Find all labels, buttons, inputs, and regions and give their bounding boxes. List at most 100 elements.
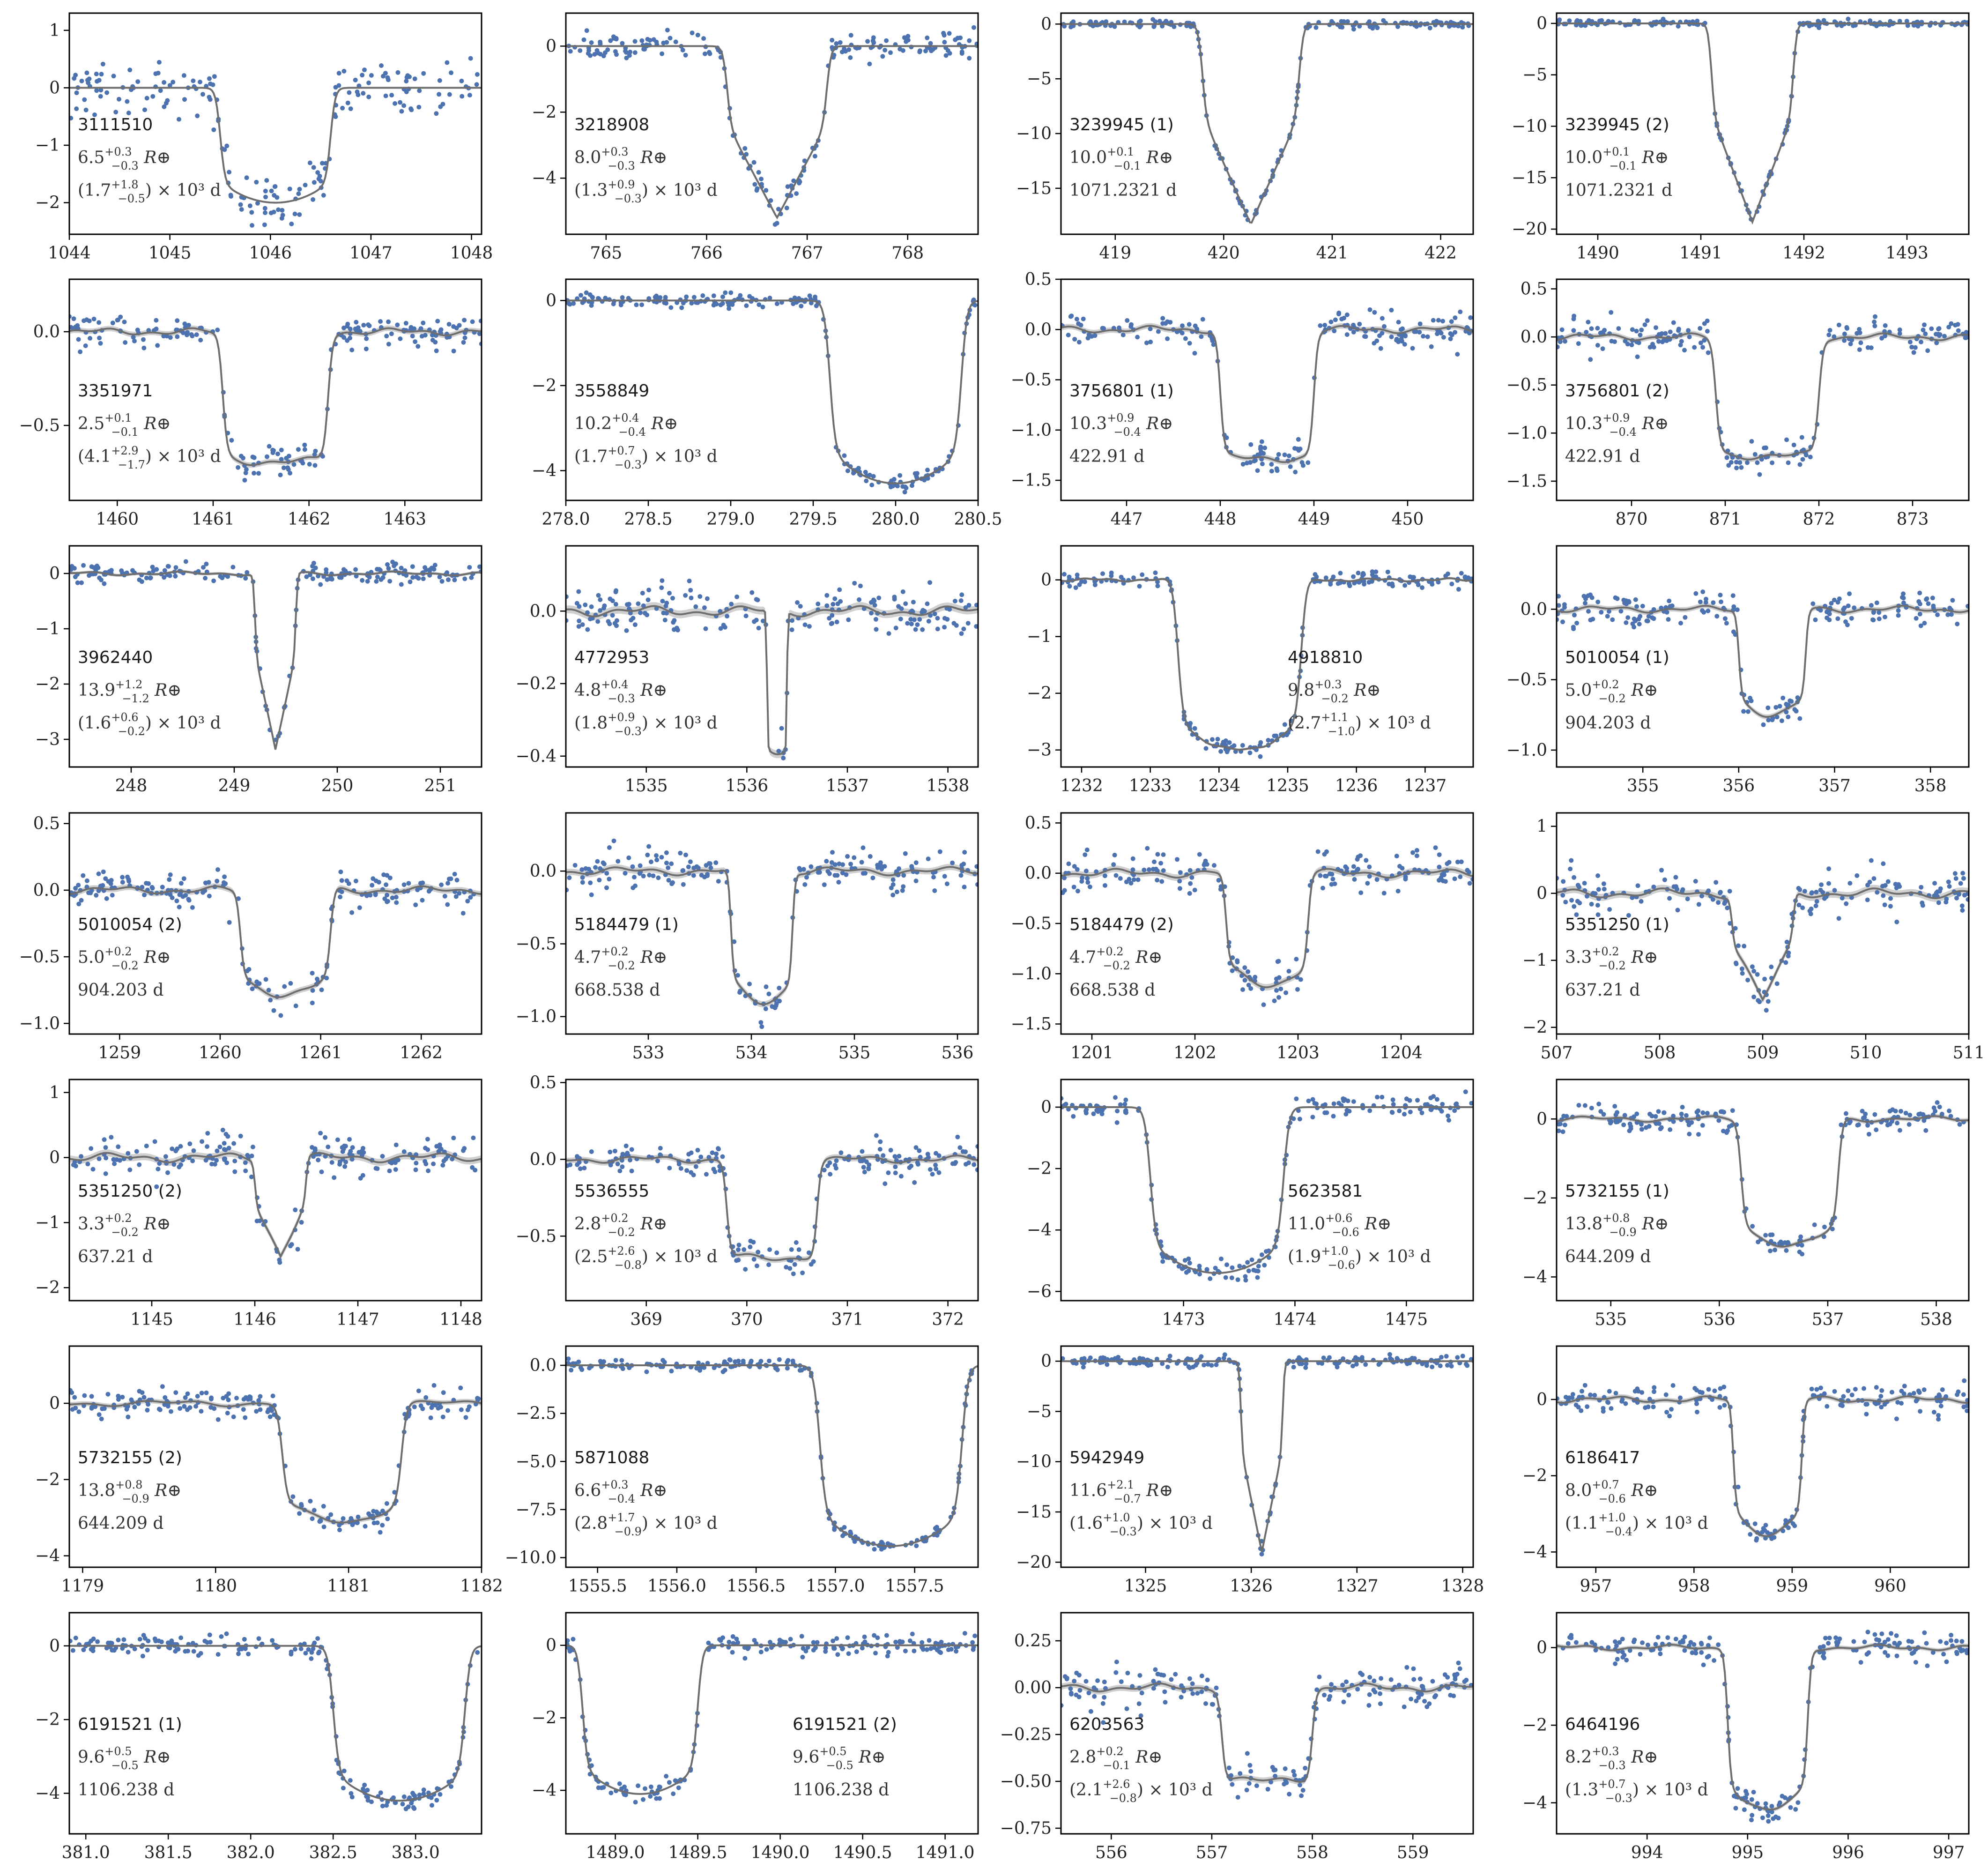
data-point <box>1710 897 1715 902</box>
data-point <box>1572 904 1577 909</box>
plot-area <box>69 559 482 751</box>
data-point <box>590 295 595 300</box>
data-point <box>1229 1275 1234 1280</box>
x-tick-label: 358 <box>1914 776 1947 796</box>
data-point <box>903 601 908 606</box>
data-point <box>102 1406 107 1411</box>
data-point <box>152 1139 157 1144</box>
data-point <box>1091 1111 1096 1117</box>
data-point <box>1367 19 1372 24</box>
data-point <box>404 79 409 84</box>
data-point <box>1158 1239 1163 1244</box>
data-point <box>886 1170 891 1176</box>
data-point <box>366 80 371 85</box>
data-point <box>1610 617 1615 622</box>
x-tick-label: 1259 <box>98 1043 141 1063</box>
radius-value: 13.8 <box>1565 1214 1602 1234</box>
data-point <box>885 1541 890 1546</box>
data-point <box>1272 998 1277 1004</box>
data-point <box>445 1408 450 1413</box>
radius-err-down: −0.2 <box>1599 959 1626 972</box>
y-tick-label: −3 <box>35 730 60 749</box>
data-point <box>776 749 781 754</box>
data-point <box>433 340 438 345</box>
data-point <box>1345 19 1350 24</box>
data-point <box>1453 330 1458 335</box>
data-point <box>925 1152 930 1157</box>
data-point <box>874 1133 879 1138</box>
data-point <box>425 1137 430 1142</box>
data-point <box>1571 626 1576 632</box>
data-point <box>198 337 203 342</box>
data-point <box>412 1404 417 1409</box>
data-point <box>628 50 633 54</box>
data-point <box>1340 25 1345 30</box>
data-point <box>838 40 843 45</box>
data-point <box>913 1145 919 1150</box>
data-point <box>1791 442 1796 447</box>
data-point <box>281 465 286 470</box>
data-point <box>927 580 932 585</box>
y-tick-label: −2 <box>1522 1189 1547 1208</box>
data-point <box>1718 1109 1723 1114</box>
data-point <box>1177 878 1182 884</box>
data-point <box>1351 27 1356 32</box>
data-point <box>1446 1118 1451 1123</box>
data-point <box>1774 981 1780 986</box>
data-point <box>1439 1109 1444 1114</box>
data-point <box>756 1250 761 1255</box>
data-point <box>955 1134 960 1139</box>
y-tick-label: −0.5 <box>19 947 60 967</box>
radius-err-up: +0.2 <box>1592 945 1619 958</box>
data-point <box>1394 336 1399 342</box>
data-point <box>785 184 790 189</box>
data-point <box>1578 19 1583 24</box>
data-point <box>1635 354 1640 359</box>
data-point <box>1693 591 1699 596</box>
kic-label: 5010054 (1) <box>1565 648 1669 667</box>
data-point <box>1331 1101 1336 1106</box>
data-point <box>1678 342 1683 348</box>
data-point <box>392 563 397 568</box>
x-tick-label: 1460 <box>96 510 139 529</box>
data-point <box>842 46 847 51</box>
data-point <box>1276 995 1281 1000</box>
data-point <box>163 1395 168 1400</box>
data-point <box>76 901 82 907</box>
data-point <box>81 873 86 878</box>
data-point <box>319 1169 324 1175</box>
data-point <box>434 111 439 116</box>
data-point <box>137 1162 142 1167</box>
y-tick-label: 0.0 <box>530 1150 556 1169</box>
plot-area <box>566 290 978 495</box>
data-point <box>1088 19 1093 24</box>
radius-unit: R⊕ <box>635 1481 668 1500</box>
y-tick-label: 0 <box>49 564 60 583</box>
x-tick-label: 1147 <box>336 1310 379 1329</box>
data-point <box>1114 1120 1120 1125</box>
data-point <box>1396 320 1401 325</box>
data-point <box>1966 897 1969 902</box>
data-point <box>1184 1270 1189 1275</box>
data-point <box>628 610 633 616</box>
data-point <box>646 844 652 849</box>
data-point <box>582 1166 587 1170</box>
data-point <box>256 1398 261 1403</box>
kic-label: 5623581 <box>1288 1182 1363 1201</box>
data-point <box>1740 971 1745 976</box>
period-err-up: +0.9 <box>608 178 635 191</box>
radius-unit: R⊕ <box>1637 148 1669 167</box>
data-point <box>1123 1108 1128 1113</box>
data-point <box>840 862 845 867</box>
data-point <box>773 1003 779 1008</box>
data-point <box>638 610 643 615</box>
data-point <box>71 316 76 321</box>
data-point <box>353 878 358 884</box>
data-point <box>1845 326 1850 331</box>
data-point <box>1574 912 1579 917</box>
data-point <box>166 564 171 569</box>
data-point <box>691 295 697 300</box>
data-point <box>631 885 636 890</box>
data-point <box>310 971 315 975</box>
data-point <box>1120 332 1126 337</box>
